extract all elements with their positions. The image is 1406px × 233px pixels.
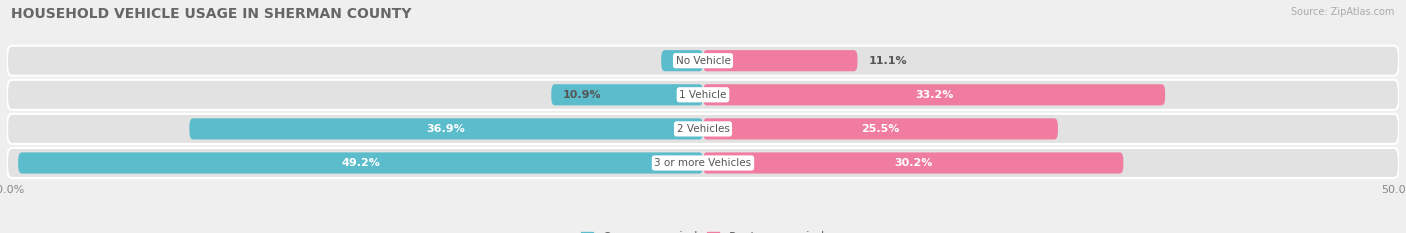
Text: 10.9%: 10.9% [562,90,600,100]
FancyBboxPatch shape [551,84,703,105]
Text: No Vehicle: No Vehicle [675,56,731,66]
FancyBboxPatch shape [703,84,1166,105]
Text: 3.0%: 3.0% [672,56,703,66]
FancyBboxPatch shape [18,152,703,174]
Text: 1 Vehicle: 1 Vehicle [679,90,727,100]
Text: HOUSEHOLD VEHICLE USAGE IN SHERMAN COUNTY: HOUSEHOLD VEHICLE USAGE IN SHERMAN COUNT… [11,7,412,21]
Text: 11.1%: 11.1% [869,56,907,66]
Text: 49.2%: 49.2% [342,158,380,168]
Text: 2 Vehicles: 2 Vehicles [676,124,730,134]
FancyBboxPatch shape [703,118,1057,140]
FancyBboxPatch shape [7,114,1399,144]
FancyBboxPatch shape [190,118,703,140]
Text: 33.2%: 33.2% [915,90,953,100]
FancyBboxPatch shape [7,80,1399,110]
Legend: Owner-occupied, Renter-occupied: Owner-occupied, Renter-occupied [576,226,830,233]
Text: 25.5%: 25.5% [862,124,900,134]
Text: 30.2%: 30.2% [894,158,932,168]
Text: 3 or more Vehicles: 3 or more Vehicles [654,158,752,168]
FancyBboxPatch shape [703,152,1123,174]
FancyBboxPatch shape [661,50,703,71]
Text: Source: ZipAtlas.com: Source: ZipAtlas.com [1291,7,1395,17]
FancyBboxPatch shape [7,148,1399,178]
FancyBboxPatch shape [703,50,858,71]
Text: 36.9%: 36.9% [427,124,465,134]
FancyBboxPatch shape [7,46,1399,76]
